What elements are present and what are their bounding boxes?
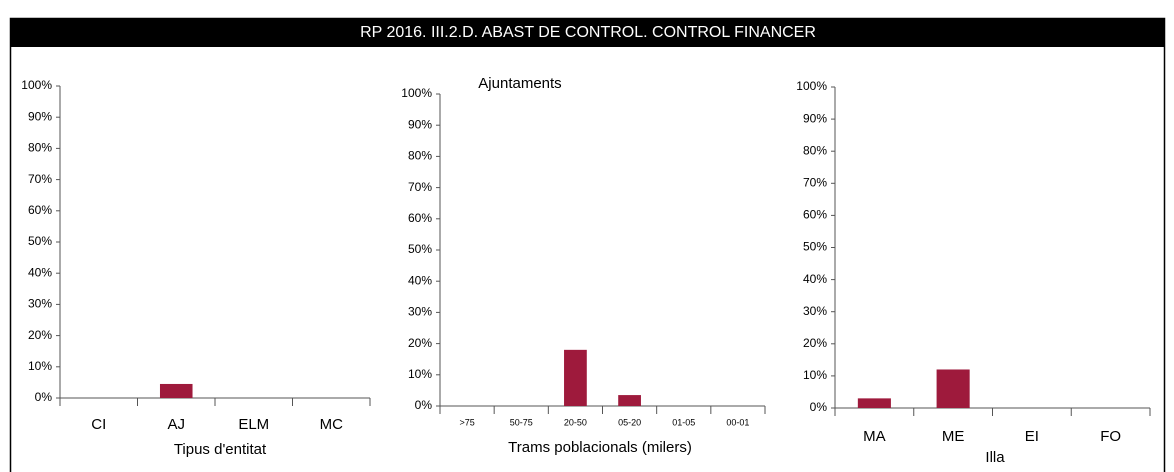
- x-tick-label: 01-05: [672, 417, 695, 427]
- x-tick-label: MC: [320, 416, 343, 433]
- x-axis-label: Illa: [985, 449, 1005, 466]
- y-tick-label: 70%: [803, 175, 827, 189]
- y-tick-label: 70%: [408, 180, 432, 194]
- x-tick-label: 05-20: [618, 417, 641, 427]
- y-tick-label: 40%: [803, 272, 827, 286]
- y-tick-label: 10%: [408, 367, 432, 381]
- y-tick-label: 40%: [28, 265, 52, 279]
- chart-title: Ajuntaments: [478, 75, 561, 92]
- y-tick-label: 40%: [408, 273, 432, 287]
- x-tick-label: 50-75: [510, 417, 533, 427]
- y-tick-label: 30%: [803, 304, 827, 318]
- y-tick-label: 80%: [408, 149, 432, 163]
- y-tick-label: 100%: [401, 86, 432, 100]
- bar: [857, 398, 891, 408]
- y-tick-label: 10%: [803, 368, 827, 382]
- y-tick-label: 50%: [803, 240, 827, 254]
- x-axis-label: Trams poblacionals (milers): [508, 439, 692, 456]
- bar: [618, 395, 641, 406]
- x-tick-label: ELM: [238, 416, 269, 433]
- y-tick-label: 20%: [803, 336, 827, 350]
- frame: [9, 17, 1166, 472]
- y-tick-label: 0%: [415, 398, 433, 412]
- y-tick-label: 50%: [28, 234, 52, 248]
- y-tick-label: 30%: [408, 305, 432, 319]
- y-tick-label: 0%: [810, 400, 828, 414]
- x-tick-label: AJ: [167, 416, 185, 433]
- y-tick-label: 10%: [28, 359, 52, 373]
- y-tick-label: 100%: [796, 79, 827, 93]
- y-tick-label: 80%: [803, 143, 827, 157]
- x-axis-label: Tipus d'entitat: [174, 441, 267, 458]
- bar: [159, 383, 193, 398]
- y-tick-label: 20%: [28, 328, 52, 342]
- bar: [564, 349, 587, 406]
- title-band: [10, 18, 1165, 47]
- x-tick-label: CI: [91, 416, 106, 433]
- page-title: RP 2016. III.2.D. ABAST DE CONTROL. CONT…: [360, 24, 816, 41]
- y-tick-label: 30%: [28, 297, 52, 311]
- y-tick-label: 90%: [28, 109, 52, 123]
- x-tick-label: 20-50: [564, 417, 587, 427]
- x-tick-label: 00-01: [726, 417, 749, 427]
- y-tick-label: 60%: [408, 211, 432, 225]
- y-tick-label: 80%: [28, 141, 52, 155]
- x-tick-label: >75: [459, 417, 474, 427]
- y-tick-label: 90%: [408, 117, 432, 131]
- y-tick-label: 20%: [408, 336, 432, 350]
- y-tick-label: 70%: [28, 172, 52, 186]
- y-tick-label: 60%: [28, 203, 52, 217]
- y-tick-label: 50%: [408, 242, 432, 256]
- y-tick-label: 90%: [803, 111, 827, 125]
- x-tick-label: EI: [1025, 428, 1039, 445]
- bar: [936, 369, 970, 408]
- y-tick-label: 100%: [21, 78, 52, 92]
- x-tick-label: FO: [1100, 428, 1121, 445]
- y-tick-label: 60%: [803, 208, 827, 222]
- x-tick-label: ME: [942, 428, 965, 445]
- x-tick-label: MA: [863, 428, 886, 445]
- y-tick-label: 0%: [35, 390, 53, 404]
